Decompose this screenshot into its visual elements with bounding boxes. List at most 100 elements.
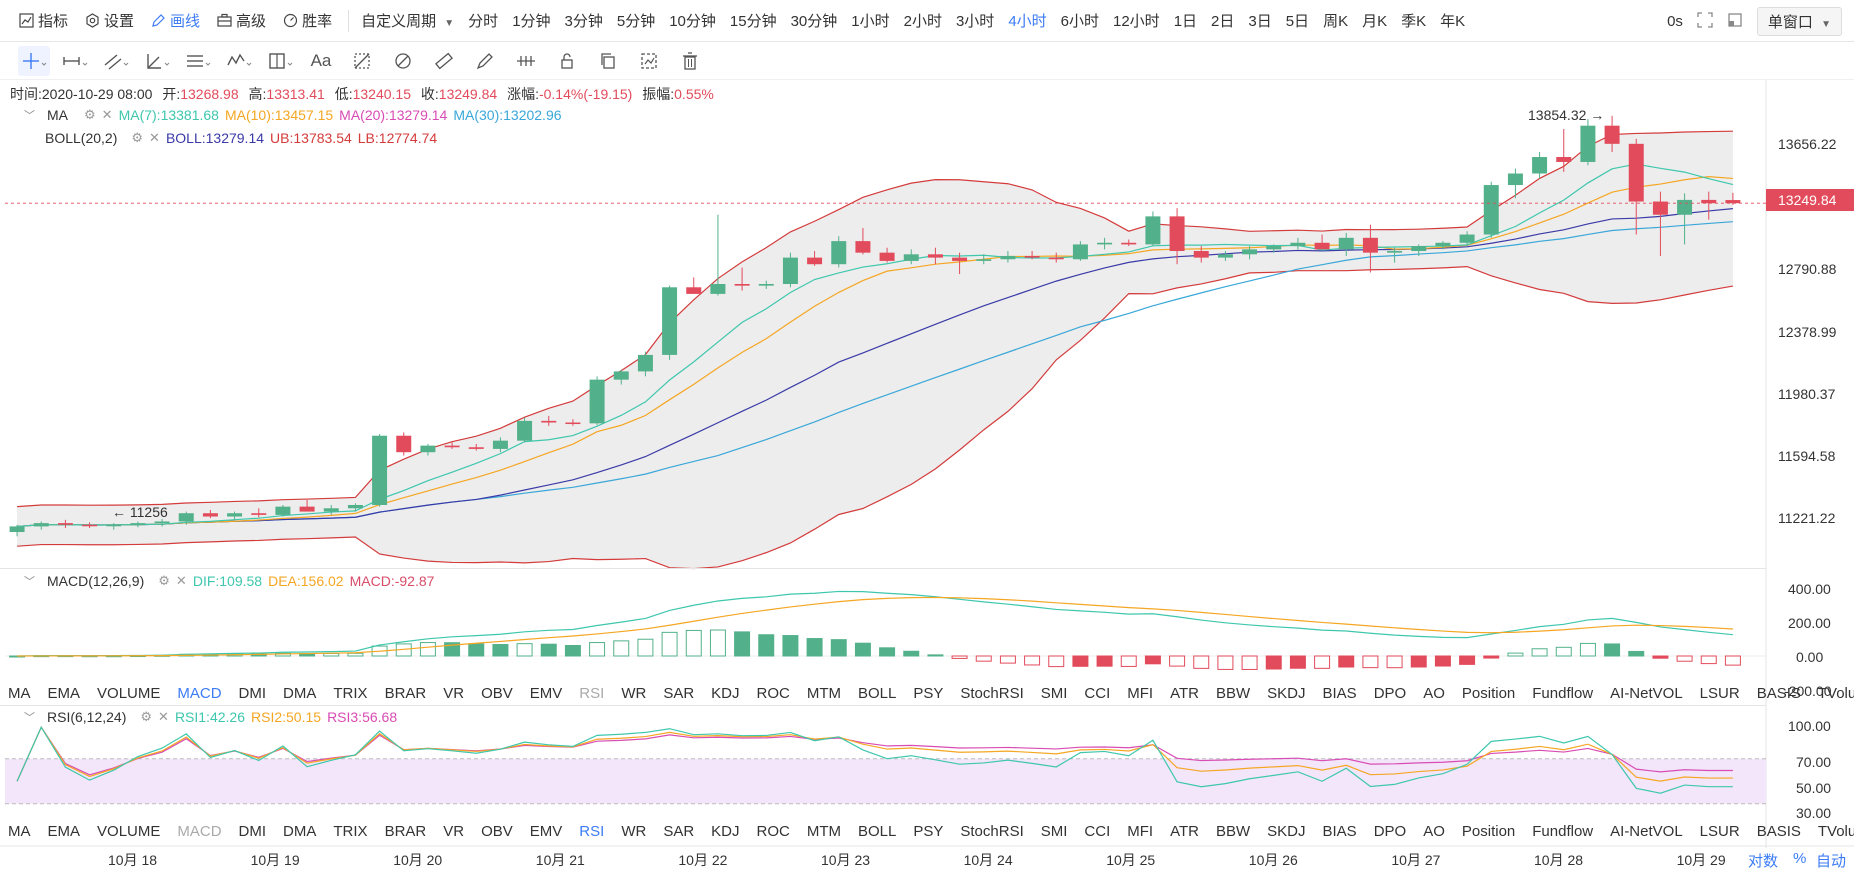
parallel-channel-icon[interactable] [100, 46, 132, 76]
indicator-tab[interactable]: MACD [177, 685, 222, 702]
period-option[interactable]: 1分钟 [512, 13, 551, 30]
indicator-tab[interactable]: EMA [47, 823, 81, 840]
indicator-tab[interactable]: KDJ [711, 823, 740, 840]
indicator-tab[interactable]: MTM [806, 685, 841, 702]
indicator-tab[interactable]: SMI [1040, 823, 1068, 840]
indicator-tab[interactable]: DPO [1373, 685, 1407, 702]
indicator-tab[interactable]: TRIX [333, 823, 368, 840]
copy-icon[interactable] [592, 46, 624, 76]
indicator-tab[interactable]: WR [621, 823, 647, 840]
period-option[interactable]: 5日 [1285, 13, 1310, 30]
indicator-tab[interactable]: BIAS [1322, 823, 1357, 840]
indicator-tab[interactable]: SKDJ [1267, 685, 1306, 702]
custom-period-select[interactable]: 自定义周期 ▼ [361, 13, 455, 30]
indicator-tab[interactable]: StochRSI [960, 823, 1024, 840]
period-option[interactable]: 月K [1362, 13, 1388, 30]
indicator-tab[interactable]: VR [443, 823, 465, 840]
indicator-tab[interactable]: TRIX [333, 685, 368, 702]
auto-scale-option[interactable]: 自动 [1816, 853, 1847, 870]
period-option[interactable]: 4小时 [1008, 13, 1047, 30]
indicator-tab[interactable]: VOLUME [97, 823, 161, 840]
indicator-tab[interactable]: EMV [529, 823, 563, 840]
period-option[interactable]: 3分钟 [564, 13, 603, 30]
indicator-button[interactable]: 指标 [18, 10, 68, 31]
indicator-tab[interactable]: VR [443, 685, 465, 702]
grid-icon[interactable] [510, 46, 542, 76]
indicator-tab[interactable]: SAR [663, 685, 695, 702]
indicator-tab[interactable]: SKDJ [1267, 823, 1306, 840]
indicator-tab[interactable]: AO [1423, 823, 1445, 840]
indicator-tab[interactable]: KDJ [711, 685, 740, 702]
close-icon[interactable]: ✕ [149, 130, 160, 145]
indicator-tab[interactable]: PSY [913, 823, 944, 840]
indicator-tab[interactable]: DMA [283, 823, 317, 840]
fib-lines-icon[interactable] [182, 46, 214, 76]
gear-icon[interactable]: ⚙ [131, 130, 144, 145]
measure-box-icon[interactable] [264, 46, 296, 76]
indicator-tab[interactable]: BASIS [1756, 685, 1801, 702]
indicator-tab[interactable]: SAR [663, 823, 695, 840]
indicator-tab[interactable]: CCI [1084, 823, 1111, 840]
period-option[interactable]: 2日 [1211, 13, 1235, 30]
indicator-tab[interactable]: ROC [756, 685, 790, 702]
indicator-tab[interactable]: MFI [1127, 823, 1154, 840]
indicator-tab[interactable]: BASIS [1756, 823, 1801, 840]
indicator-tab[interactable]: AI-NetVOL [1610, 823, 1683, 840]
ruler-icon[interactable] [428, 46, 460, 76]
period-option[interactable]: 10分钟 [669, 13, 716, 30]
indicator-tab[interactable]: Position [1461, 823, 1516, 840]
indicator-tab[interactable]: LSUR [1699, 823, 1740, 840]
close-icon[interactable]: ✕ [158, 709, 169, 724]
indicator-tab[interactable]: RSI [579, 823, 605, 840]
collapse-chevron-icon[interactable]: ﹀ [24, 110, 35, 122]
settings-button[interactable]: 设置 [84, 10, 134, 31]
indicator-tab[interactable]: AI-NetVOL [1610, 685, 1683, 702]
float-window-icon[interactable] [1727, 12, 1743, 31]
lock-icon[interactable] [551, 46, 583, 76]
fullscreen-icon[interactable] [1697, 11, 1713, 31]
indicator-tab[interactable]: TVolume [1817, 685, 1854, 702]
indicator-tab[interactable]: CCI [1084, 685, 1111, 702]
wave-icon[interactable] [223, 46, 255, 76]
indicator-tab[interactable]: PSY [913, 685, 944, 702]
indicator-tab[interactable]: DPO [1373, 823, 1407, 840]
indicator-tab[interactable]: MFI [1127, 685, 1154, 702]
angle-icon[interactable] [141, 46, 173, 76]
indicator-tab[interactable]: SMI [1040, 685, 1068, 702]
collapse-chevron-icon[interactable]: ﹀ [24, 576, 35, 588]
period-option[interactable]: 6小时 [1060, 13, 1099, 30]
period-option[interactable]: 年K [1440, 13, 1466, 30]
erase-icon[interactable] [387, 46, 419, 76]
indicator-tab[interactable]: Fundflow [1532, 823, 1594, 840]
indicator-tab[interactable]: BBW [1215, 823, 1251, 840]
indicator-tab[interactable]: EMA [47, 685, 81, 702]
snapshot-icon[interactable] [633, 46, 665, 76]
indicator-tab[interactable]: WR [621, 685, 647, 702]
period-option[interactable]: 分时 [468, 13, 499, 30]
indicator-tab[interactable]: StochRSI [960, 685, 1024, 702]
indicator-tab[interactable]: ROC [756, 823, 790, 840]
close-icon[interactable]: ✕ [175, 573, 187, 588]
indicator-tab[interactable]: TVolume [1817, 823, 1854, 840]
period-option[interactable]: 1小时 [851, 13, 890, 30]
period-option[interactable]: 1日 [1173, 13, 1198, 30]
indicator-tab[interactable]: EMV [529, 685, 563, 702]
crosshair-icon[interactable] [18, 45, 50, 76]
close-icon[interactable]: ✕ [101, 107, 113, 122]
period-option[interactable]: 2小时 [903, 13, 942, 30]
winrate-button[interactable]: 胜率 [282, 10, 332, 31]
indicator-tab[interactable]: Position [1461, 685, 1516, 702]
gear-icon[interactable]: ⚙ [158, 573, 170, 588]
period-option[interactable]: 季K [1401, 13, 1427, 30]
indicator-tab[interactable]: BIAS [1322, 685, 1357, 702]
window-mode-select[interactable]: 单窗口 ▼ [1756, 6, 1842, 36]
indicator-tab[interactable]: AO [1423, 685, 1445, 702]
period-option[interactable]: 15分钟 [729, 13, 777, 30]
period-option[interactable]: 5分钟 [616, 13, 656, 30]
indicator-tab[interactable]: MACD [177, 823, 222, 840]
advanced-button[interactable]: 高级 [216, 10, 266, 31]
log-scale-option[interactable]: 对数 [1748, 853, 1779, 870]
brush-icon[interactable] [469, 46, 501, 76]
indicator-tab[interactable]: VOLUME [97, 685, 161, 702]
indicator-tab[interactable]: Fundflow [1532, 685, 1594, 702]
